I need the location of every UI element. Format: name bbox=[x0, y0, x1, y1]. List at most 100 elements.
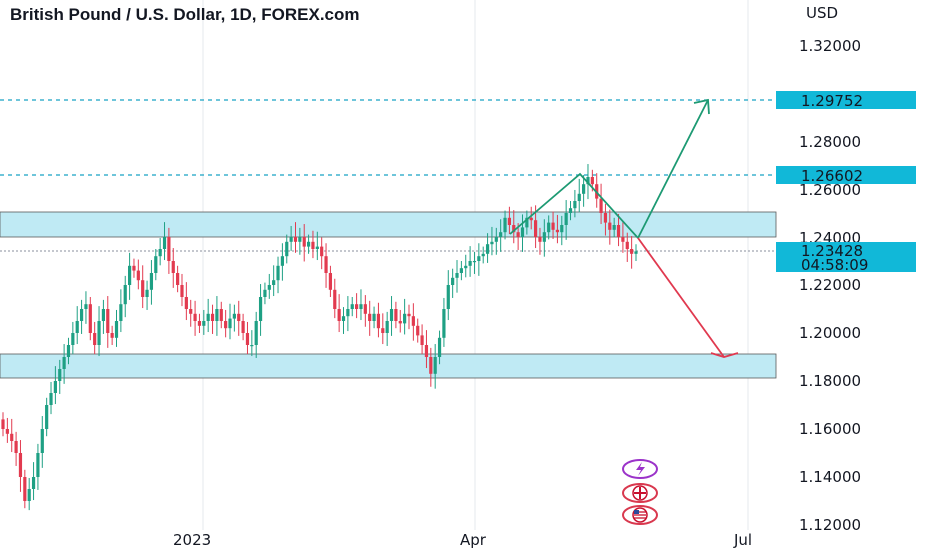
candle-body[interactable] bbox=[302, 237, 306, 247]
candle-body[interactable] bbox=[446, 285, 450, 309]
candle-body[interactable] bbox=[176, 273, 180, 285]
candle-body[interactable] bbox=[23, 477, 27, 501]
pattern-line[interactable] bbox=[509, 172, 639, 239]
candle-body[interactable] bbox=[407, 313, 411, 317]
candle-body[interactable] bbox=[154, 256, 158, 273]
candle-body[interactable] bbox=[634, 251, 638, 254]
candle-body[interactable] bbox=[162, 237, 167, 249]
candle-body[interactable] bbox=[346, 309, 350, 317]
candle-body[interactable] bbox=[123, 285, 127, 305]
candle-body[interactable] bbox=[237, 313, 241, 321]
candle-body[interactable] bbox=[250, 345, 254, 347]
candle-body[interactable] bbox=[215, 309, 219, 321]
candle-body[interactable] bbox=[114, 321, 119, 338]
candle-body[interactable] bbox=[189, 309, 193, 314]
candle-body[interactable] bbox=[132, 265, 136, 271]
candle-body[interactable] bbox=[533, 220, 538, 237]
candle-body[interactable] bbox=[608, 222, 612, 230]
candle-body[interactable] bbox=[485, 244, 490, 254]
candle-body[interactable] bbox=[328, 273, 333, 290]
lightning-icon[interactable] bbox=[622, 459, 658, 479]
candle-body[interactable] bbox=[472, 261, 477, 263]
candle-body[interactable] bbox=[306, 241, 311, 247]
candle-body[interactable] bbox=[245, 333, 250, 345]
candle-body[interactable] bbox=[599, 198, 603, 213]
candle-body[interactable] bbox=[10, 433, 14, 441]
candle-body[interactable] bbox=[315, 246, 319, 249]
candle-body[interactable] bbox=[625, 241, 629, 249]
candle-body[interactable] bbox=[320, 246, 324, 257]
candle-body[interactable] bbox=[267, 285, 271, 290]
candle-body[interactable] bbox=[128, 265, 132, 285]
candle-body[interactable] bbox=[53, 381, 57, 393]
candle-body[interactable] bbox=[180, 285, 184, 297]
candle-body[interactable] bbox=[372, 313, 376, 321]
candle-body[interactable] bbox=[555, 229, 560, 233]
candle-body[interactable] bbox=[14, 441, 18, 453]
candle-body[interactable] bbox=[538, 237, 542, 242]
candle-body[interactable] bbox=[568, 208, 573, 213]
candle-body[interactable] bbox=[93, 333, 97, 345]
candle-body[interactable] bbox=[311, 241, 315, 249]
candle-body[interactable] bbox=[355, 304, 359, 309]
uk-flag-icon[interactable] bbox=[622, 483, 658, 503]
candle-body[interactable] bbox=[263, 289, 267, 297]
candle-body[interactable] bbox=[45, 405, 49, 429]
bullish-arrow[interactable] bbox=[637, 99, 709, 239]
candle-body[interactable] bbox=[58, 369, 62, 381]
candle-body[interactable] bbox=[586, 177, 590, 185]
candle-body[interactable] bbox=[573, 201, 577, 209]
candle-body[interactable] bbox=[507, 217, 511, 225]
candle-body[interactable] bbox=[298, 237, 302, 242]
candle-body[interactable] bbox=[49, 393, 53, 405]
candle-body[interactable] bbox=[272, 280, 276, 285]
candle-body[interactable] bbox=[529, 217, 533, 221]
candle-body[interactable] bbox=[40, 429, 44, 453]
candle-body[interactable] bbox=[433, 357, 437, 374]
candle-body[interactable] bbox=[424, 345, 429, 357]
candle-body[interactable] bbox=[66, 345, 71, 357]
candle-body[interactable] bbox=[525, 217, 529, 228]
candle-body[interactable] bbox=[582, 184, 586, 194]
candle-body[interactable] bbox=[368, 313, 372, 321]
candle-body[interactable] bbox=[603, 213, 608, 223]
candle-body[interactable] bbox=[547, 222, 551, 233]
candle-body[interactable] bbox=[136, 270, 140, 281]
candle-body[interactable] bbox=[258, 297, 263, 321]
candle-body[interactable] bbox=[202, 321, 206, 326]
candle-body[interactable] bbox=[210, 313, 215, 321]
candle-body[interactable] bbox=[158, 249, 162, 257]
candle-body[interactable] bbox=[481, 253, 485, 257]
candle-body[interactable] bbox=[228, 318, 232, 329]
candle-body[interactable] bbox=[590, 177, 594, 185]
candle-body[interactable] bbox=[363, 304, 367, 314]
candle-body[interactable] bbox=[285, 241, 289, 257]
candle-body[interactable] bbox=[451, 277, 455, 285]
target-price-tag[interactable]: 1.29752 bbox=[801, 92, 863, 110]
candle-body[interactable] bbox=[62, 357, 66, 369]
candle-body[interactable] bbox=[494, 237, 498, 242]
candle-body[interactable] bbox=[232, 313, 236, 319]
candle-body[interactable] bbox=[280, 256, 284, 266]
candle-body[interactable] bbox=[420, 335, 424, 345]
candle-body[interactable] bbox=[333, 289, 337, 309]
candle-body[interactable] bbox=[75, 321, 79, 333]
candle-body[interactable] bbox=[119, 304, 123, 321]
candle-body[interactable] bbox=[337, 309, 341, 321]
candle-body[interactable] bbox=[84, 304, 88, 309]
candle-body[interactable] bbox=[5, 429, 9, 434]
candle-body[interactable] bbox=[630, 249, 634, 254]
candle-body[interactable] bbox=[520, 227, 525, 237]
candle-body[interactable] bbox=[503, 217, 507, 233]
candle-body[interactable] bbox=[385, 321, 389, 333]
candle-body[interactable] bbox=[197, 321, 202, 326]
candle-body[interactable] bbox=[389, 309, 394, 321]
candle-body[interactable] bbox=[416, 325, 420, 336]
candle-body[interactable] bbox=[101, 309, 106, 321]
candle-body[interactable] bbox=[490, 241, 494, 245]
candle-body[interactable] bbox=[141, 280, 145, 297]
candle-body[interactable] bbox=[224, 321, 228, 329]
candle-body[interactable] bbox=[616, 225, 621, 237]
candle-body[interactable] bbox=[276, 265, 280, 281]
